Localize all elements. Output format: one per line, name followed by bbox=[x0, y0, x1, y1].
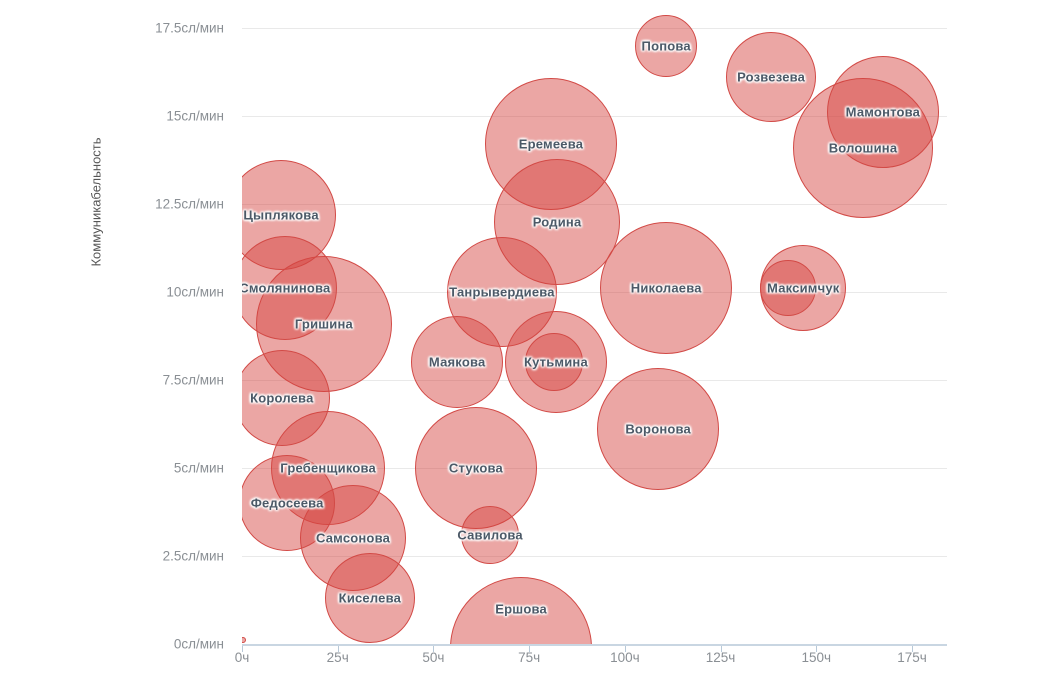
bubble-label-Гребенщикова: Гребенщикова bbox=[280, 460, 376, 476]
bubble-unlabeled[interactable] bbox=[525, 333, 584, 392]
x-tick-mark bbox=[242, 646, 243, 652]
x-tick-mark bbox=[624, 646, 626, 652]
bubble-label-Попова: Попова bbox=[641, 38, 691, 54]
x-tick-mark bbox=[529, 646, 531, 652]
bubble-label-Ершова: Ершова bbox=[495, 601, 547, 617]
bubble-label-Смолянинова: Смолянинова bbox=[242, 280, 331, 296]
x-tick-mark bbox=[337, 646, 339, 652]
bubble-Воронова[interactable] bbox=[597, 368, 720, 491]
bubble-label-Волошина: Волошина bbox=[828, 140, 898, 156]
gridline-y-5 bbox=[242, 468, 947, 469]
y-tick-label: 15сл/мин bbox=[166, 108, 224, 124]
bubble-Николаева[interactable] bbox=[600, 222, 733, 355]
bubble-Маякова[interactable] bbox=[411, 316, 504, 409]
y-tick-label: 5сл/мин bbox=[173, 460, 224, 476]
bubble-label-Савилова: Савилова bbox=[457, 527, 523, 543]
bubble-label-Розвезева: Розвезева bbox=[737, 69, 806, 85]
x-tick-mark bbox=[816, 646, 818, 652]
x-tick-mark bbox=[912, 646, 913, 652]
gridline-y-2.5 bbox=[242, 556, 947, 557]
bubble-unlabeled[interactable] bbox=[759, 260, 816, 317]
gridline-y-10 bbox=[242, 292, 947, 293]
x-tick-label: 125ч bbox=[705, 650, 736, 665]
bubble-label-Кутьмина: Кутьмина bbox=[523, 354, 588, 370]
bubble-label-Королева: Королева bbox=[250, 390, 314, 406]
bubble-label-Самсонова: Самсонова bbox=[315, 530, 391, 546]
bubble-label-Мамонтова: Мамонтова bbox=[845, 104, 921, 120]
bubble-Киселева[interactable] bbox=[324, 553, 415, 644]
x-tick-label: 150ч bbox=[801, 650, 832, 665]
bubble-Королева[interactable] bbox=[242, 349, 330, 446]
x-tick-label: 25ч bbox=[326, 650, 349, 665]
bubble-unlabeled[interactable] bbox=[242, 637, 247, 644]
bubble-label-Киселева: Киселева bbox=[338, 590, 402, 606]
bubble-label-Маякова: Маякова bbox=[428, 354, 486, 370]
plot-area: Попова Розвезева Мамонтова Волошина Еремеева… bbox=[242, 0, 947, 645]
bubble-label-Федосеева: Федосеева bbox=[250, 495, 324, 511]
x-tick-label: 100ч bbox=[610, 650, 640, 665]
bubble-Савилова[interactable] bbox=[461, 505, 520, 564]
bubble-Федосеева[interactable] bbox=[242, 455, 336, 552]
x-tick-label: 0ч bbox=[234, 650, 250, 665]
y-tick-label: 12.5сл/мин bbox=[155, 196, 224, 212]
x-tick-label: 50ч bbox=[422, 650, 445, 665]
x-axis-line bbox=[242, 644, 947, 646]
x-tick-mark bbox=[433, 646, 435, 652]
bubble-label-Родина: Родина bbox=[532, 214, 582, 230]
bubble-label-Еремеева: Еремеева bbox=[518, 136, 584, 152]
bubble-Розвезева[interactable] bbox=[726, 32, 817, 123]
bubble-label-Танрывердиева: Танрывердиева bbox=[449, 284, 555, 300]
bubble-label-Максимчук: Максимчук bbox=[767, 280, 840, 296]
bubble-label-Воронова: Воронова bbox=[625, 421, 691, 437]
bubble-Попова[interactable] bbox=[635, 14, 698, 77]
y-tick-label: 10сл/мин bbox=[166, 284, 224, 300]
bubble-label-Николаева: Николаева bbox=[630, 280, 702, 296]
y-tick-label: 17.5сл/мин bbox=[155, 20, 224, 36]
gridline-y-17.5 bbox=[242, 28, 947, 29]
bubble-label-Гришина: Гришина bbox=[294, 316, 353, 332]
y-tick-label: 2.5сл/мин bbox=[162, 548, 224, 564]
bubble-label-Стукова: Стукова bbox=[448, 460, 503, 476]
bubble-Смолянинова[interactable] bbox=[242, 236, 337, 341]
x-tick-label: 75ч bbox=[518, 650, 541, 665]
y-axis-title: Коммуникабельность bbox=[88, 137, 104, 267]
bubble-Мамонтова[interactable] bbox=[826, 56, 939, 169]
y-tick-label: 0сл/мин bbox=[173, 636, 224, 652]
y-tick-label: 7.5сл/мин bbox=[162, 372, 224, 388]
bubble-label-Цыплякова: Цыплякова bbox=[243, 207, 319, 223]
x-tick-label: 175ч bbox=[897, 650, 927, 665]
x-tick-mark bbox=[720, 646, 722, 652]
